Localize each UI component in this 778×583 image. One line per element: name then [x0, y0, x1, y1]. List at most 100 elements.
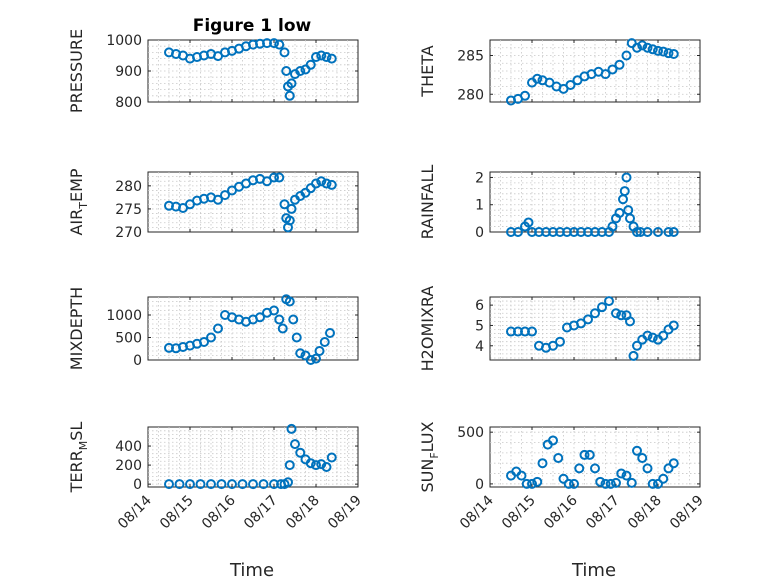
- data-point: [642, 463, 653, 474]
- subplot-pressure: 800 900 1000 PRESSURE: [67, 29, 359, 113]
- data-point: [647, 332, 658, 343]
- y-tick-label: 0: [133, 353, 142, 369]
- data-point: [653, 227, 663, 237]
- x-tick-label: 08/17: [241, 493, 281, 533]
- data-point: [600, 69, 611, 80]
- data-point: [625, 213, 635, 224]
- data-point: [604, 296, 614, 307]
- data-point: [632, 445, 642, 456]
- data-point: [288, 314, 299, 325]
- y-axis-label: RAINFALL: [418, 165, 437, 240]
- data-point: [537, 458, 548, 469]
- data-point: [632, 227, 642, 237]
- x-tick-label: 08/19: [667, 493, 707, 533]
- data-point: [616, 468, 627, 479]
- data-point: [668, 320, 679, 331]
- x-axis-label-right: Time: [571, 560, 616, 581]
- data-point: [279, 47, 290, 58]
- data-point: [663, 227, 674, 237]
- data-point: [548, 435, 558, 446]
- subplot-air-temp: 270 275 280 AIRTEMP: [67, 168, 359, 241]
- data-point: [663, 463, 674, 474]
- data-point: [269, 305, 279, 316]
- data-point: [321, 462, 332, 472]
- y-axis-label: MIXDEPTH: [67, 287, 86, 370]
- data-point: [647, 478, 658, 489]
- x-tick-label: 08/17: [583, 493, 623, 533]
- data-point: [164, 479, 174, 490]
- data-point: [548, 340, 558, 351]
- data-point: [658, 46, 669, 57]
- data-point: [213, 194, 223, 205]
- y-tick-label: 200: [115, 458, 142, 474]
- y-tick-label: 280: [115, 179, 142, 195]
- data-point: [516, 470, 527, 481]
- data-point: [321, 52, 332, 63]
- subplot-theta: 280 285 THETA: [418, 38, 701, 106]
- y-tick-label: 800: [115, 95, 142, 111]
- data-point: [319, 337, 330, 347]
- data-point: [611, 308, 621, 319]
- data-point: [642, 330, 653, 341]
- data-point: [668, 458, 679, 469]
- x-tick-label: 08/16: [199, 492, 239, 532]
- data-point: [632, 340, 642, 351]
- data-point: [574, 463, 585, 474]
- y-tick-label: 1: [475, 198, 484, 214]
- y-tick-label: 270: [115, 225, 142, 241]
- data-point: [565, 79, 576, 90]
- data-point: [626, 477, 637, 488]
- data-point: [195, 479, 206, 490]
- y-tick-label: 0: [475, 477, 484, 493]
- data-point: [220, 190, 230, 201]
- data-point: [642, 42, 653, 53]
- data-point: [663, 48, 674, 59]
- x-tick-label: 08/15: [499, 493, 539, 533]
- data-point: [286, 78, 297, 89]
- y-tick-label: 280: [457, 87, 484, 103]
- data-point: [311, 353, 321, 364]
- data-point: [607, 64, 618, 75]
- x-tick-label: 08/14: [115, 492, 155, 532]
- data-point: [325, 328, 335, 338]
- data-point: [199, 337, 209, 347]
- y-tick-label: 6: [475, 298, 484, 314]
- y-tick-label: 275: [115, 202, 142, 218]
- y-tick-label: 400: [115, 439, 142, 455]
- y-axis-label: TERRMSL: [67, 422, 90, 494]
- data-point: [274, 172, 285, 183]
- data-point: [590, 308, 600, 319]
- data-point: [237, 479, 248, 490]
- y-axis-label: AIRTEMP: [67, 168, 90, 235]
- subplot-terr-msl: 08/14 08/15 08/16 08/17 08/18 08/19 0 200 400 TER…: [67, 422, 365, 533]
- data-point: [637, 453, 648, 464]
- data-point: [174, 479, 185, 490]
- data-point: [527, 478, 537, 489]
- y-tick-label: 4: [475, 339, 484, 355]
- data-point: [621, 50, 632, 61]
- y-tick-label: 2: [475, 170, 484, 186]
- data-point: [658, 330, 669, 341]
- data-point: [553, 453, 564, 464]
- data-point: [668, 227, 679, 237]
- data-point: [286, 423, 297, 434]
- data-point: [532, 476, 543, 487]
- data-point: [621, 172, 632, 183]
- data-point: [311, 178, 321, 189]
- data-point: [216, 479, 227, 490]
- data-point: [600, 478, 611, 489]
- y-tick-label: 1000: [106, 308, 142, 324]
- y-tick-label: 0: [475, 225, 484, 241]
- y-axis-label: H2OMIXRA: [418, 286, 437, 372]
- data-point: [632, 42, 642, 53]
- data-point: [284, 215, 295, 226]
- data-point: [595, 476, 606, 487]
- data-point: [611, 477, 621, 488]
- data-point: [281, 66, 292, 76]
- data-point: [326, 452, 337, 463]
- data-point: [619, 186, 630, 197]
- y-tick-label: 500: [457, 425, 484, 441]
- y-axis-label: PRESSURE: [67, 29, 86, 113]
- data-point: [590, 463, 600, 474]
